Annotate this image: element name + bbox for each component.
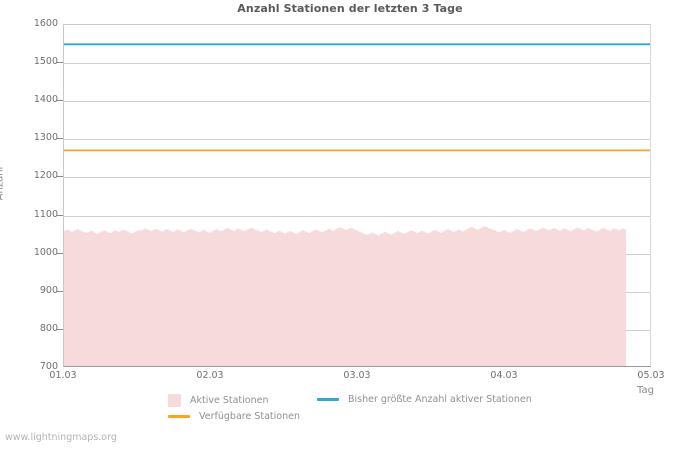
y-axis-tick-label: 1400 <box>33 94 58 106</box>
legend-swatch-area-icon <box>168 394 181 407</box>
series-area-0 <box>64 226 626 366</box>
y-axis-tick-label: 1000 <box>33 246 58 258</box>
x-axis-tick-label: 02.03 <box>196 370 224 381</box>
legend-label: Verfügbare Stationen <box>199 411 300 422</box>
legend-item-bisher-groesste-anzahl[interactable]: Bisher größte Anzahl aktiver Stationen <box>317 394 532 405</box>
gridline <box>64 215 650 217</box>
y-axis-tick-mark <box>57 252 63 254</box>
y-axis-tick-mark <box>57 328 63 330</box>
legend-swatch-line-icon <box>168 415 190 418</box>
gridline <box>64 139 650 141</box>
x-axis-tick-label: 03.03 <box>343 370 371 381</box>
gridline <box>64 101 650 103</box>
y-axis-tick-label: 900 <box>39 284 58 296</box>
x-axis-tick-label: 05.03 <box>637 370 665 381</box>
y-axis-tick-mark <box>57 290 63 292</box>
y-axis-tick-mark <box>57 138 63 140</box>
y-axis-tick-label: 800 <box>39 322 58 334</box>
x-axis-tick-label: 04.03 <box>490 370 518 381</box>
chart-title: Anzahl Stationen der letzten 3 Tage <box>237 2 463 15</box>
y-axis-tick-mark <box>57 62 63 64</box>
plot-area <box>63 24 651 367</box>
series-layer <box>64 43 650 366</box>
y-axis-tick-label: 1500 <box>33 56 58 68</box>
y-axis-tick-label: 1100 <box>33 208 58 220</box>
y-axis-title: Anzahl <box>0 166 6 201</box>
legend-swatch-line-icon <box>317 398 339 401</box>
y-axis-tick-mark <box>57 100 63 102</box>
legend-label: Aktive Stationen <box>190 395 269 406</box>
y-axis-tick-label: 1200 <box>33 170 58 182</box>
y-axis-tick-label: 700 <box>39 361 58 372</box>
footer-site-link[interactable]: www.lightningmaps.org <box>5 432 117 443</box>
gridline <box>64 177 650 179</box>
chart-legend: Aktive Stationen Verfügbare Stationen Bi… <box>0 393 700 431</box>
x-axis-tick-label: 01.03 <box>49 370 77 381</box>
x-axis-title: Tag <box>637 385 654 396</box>
gridline <box>64 63 650 65</box>
y-axis-tick-mark <box>57 214 63 216</box>
y-axis-tick-label: 1300 <box>33 132 58 144</box>
y-axis-tick-label: 1600 <box>33 18 58 29</box>
y-axis-tick-mark <box>57 176 63 178</box>
legend-label: Bisher größte Anzahl aktiver Stationen <box>348 394 532 405</box>
legend-item-aktive-stationen[interactable]: Aktive Stationen <box>168 394 269 407</box>
legend-item-verfuegbare-stationen[interactable]: Verfügbare Stationen <box>168 411 300 422</box>
